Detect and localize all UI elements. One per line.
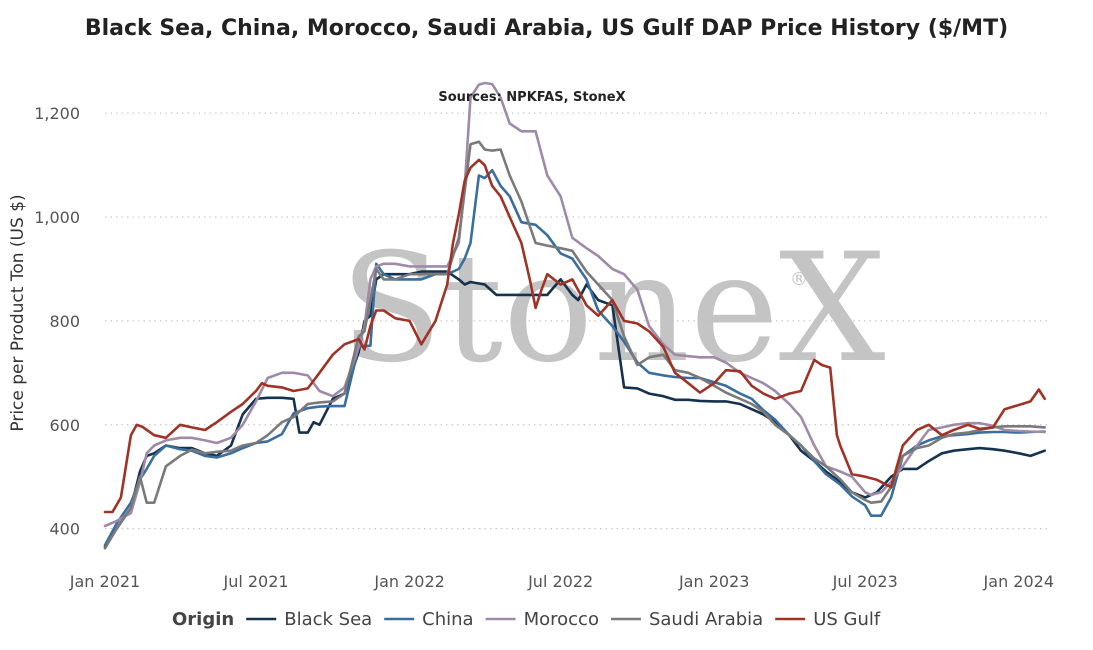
- x-tick-label: Jan 2022: [373, 572, 444, 591]
- series-lines: [103, 81, 1046, 550]
- legend-label-morocco: Morocco: [524, 609, 599, 630]
- y-axis-title: Price per Product Ton (US $): [8, 194, 28, 431]
- y-tick-label: 1,200: [34, 104, 80, 123]
- legend-label-saudi-arabia: Saudi Arabia: [649, 609, 763, 630]
- y-tick-label: 400: [49, 520, 80, 539]
- legend-label-us-gulf: US Gulf: [813, 609, 881, 630]
- y-tick-label: 600: [49, 416, 80, 435]
- legend-label-china: China: [422, 609, 473, 630]
- y-axis-ticks: 400 600 800 1,000 1,200: [34, 104, 80, 538]
- x-tick-label: Jul 2021: [222, 572, 288, 591]
- chart-title: Black Sea, China, Morocco, Saudi Arabia,…: [84, 16, 1009, 41]
- x-tick-label: Jan 2021: [69, 572, 140, 591]
- x-tick-label: Jul 2022: [527, 572, 593, 591]
- y-tick-label: 800: [49, 312, 80, 331]
- series-line-saudi-arabia: [103, 140, 1046, 550]
- x-tick-label: Jul 2023: [832, 572, 898, 591]
- x-tick-label: Jan 2023: [678, 572, 749, 591]
- series-line-us-gulf: [103, 158, 1046, 514]
- y-tick-label: 1,000: [34, 208, 80, 227]
- chart-subtitle: Sources: NPKFAS, StoneX: [438, 90, 625, 105]
- legend: Origin Black Sea China Morocco Saudi Arabia…: [172, 609, 881, 630]
- series-line-morocco: [103, 81, 1046, 528]
- legend-title: Origin: [172, 609, 234, 630]
- x-tick-label: Jan 2024: [983, 572, 1054, 591]
- x-axis-ticks: Jan 2021 Jul 2021 Jan 2022 Jul 2022 Jan 2023…: [69, 572, 1054, 591]
- legend-label-black-sea: Black Sea: [284, 609, 372, 630]
- registered-mark: ®: [790, 269, 808, 290]
- series-line-china: [103, 169, 1046, 547]
